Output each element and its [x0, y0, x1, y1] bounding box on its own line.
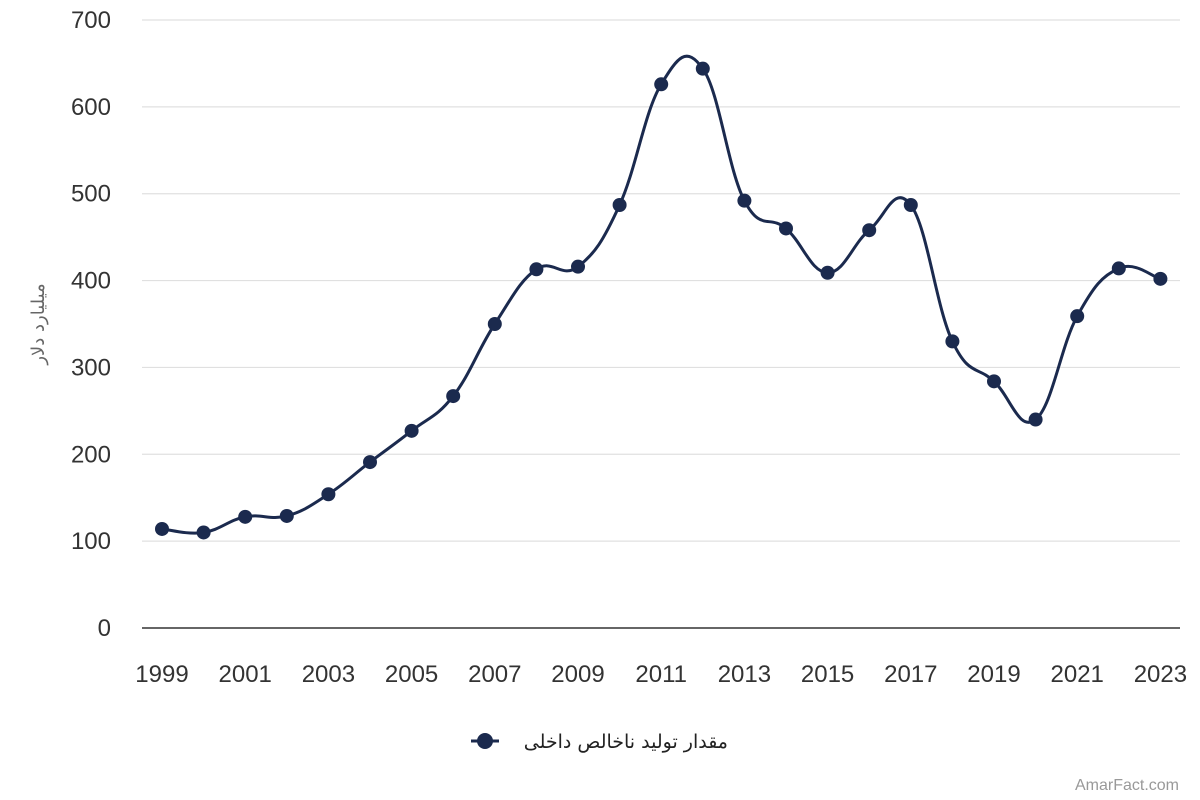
x-tick-label: 2019 [967, 661, 1020, 688]
x-tick-label: 2003 [302, 661, 355, 688]
y-tick-label: 300 [71, 354, 111, 381]
data-point[interactable] [654, 77, 669, 92]
legend-marker [477, 733, 493, 749]
x-tick-label: 2017 [884, 661, 937, 688]
data-point[interactable] [1111, 261, 1126, 276]
x-tick-label: 2001 [219, 661, 272, 688]
y-tick-label: 100 [71, 528, 111, 555]
data-point[interactable] [529, 262, 544, 277]
data-point[interactable] [238, 509, 253, 524]
data-point[interactable] [779, 221, 793, 236]
data-point[interactable] [820, 265, 835, 280]
series-line-layer [161, 54, 1161, 535]
series-points-layer [155, 61, 1168, 540]
x-tick-label: 2015 [801, 661, 854, 688]
data-point[interactable] [1070, 309, 1085, 324]
data-point[interactable] [903, 198, 918, 213]
data-point[interactable] [695, 61, 710, 76]
x-tick-label: 2021 [1051, 661, 1104, 688]
data-point[interactable] [945, 334, 960, 349]
data-point[interactable] [446, 389, 461, 404]
legend-label: مقدار تولید ناخالص داخلی [524, 731, 728, 753]
data-point[interactable] [487, 317, 502, 331]
data-point[interactable] [279, 508, 294, 523]
gridlines [142, 19, 1180, 542]
y-tick-label: 0 [98, 615, 111, 642]
x-tick-label: 2005 [385, 661, 438, 688]
y-tick-label: 600 [71, 94, 111, 121]
data-point[interactable] [612, 198, 627, 213]
series-line [161, 54, 1161, 535]
y-axis-tick-labels: 0 100 200 300 400 500 600 700 [71, 7, 111, 642]
y-tick-label: 700 [71, 7, 111, 34]
data-point[interactable] [321, 487, 336, 502]
data-point[interactable] [363, 455, 377, 470]
data-point[interactable] [404, 423, 419, 438]
data-point[interactable] [862, 223, 877, 238]
x-tick-label: 2023 [1134, 661, 1187, 688]
data-point[interactable] [1028, 412, 1043, 427]
data-point[interactable] [1153, 271, 1168, 286]
watermark-credit: AmarFact.com [1075, 777, 1179, 794]
y-tick-label: 200 [71, 441, 111, 468]
legend[interactable]: مقدار تولید ناخالص داخلی [471, 731, 728, 753]
data-point[interactable] [571, 259, 585, 274]
data-point[interactable] [737, 193, 752, 208]
y-tick-label: 500 [71, 181, 111, 208]
y-axis-title: میلیارد دلار [28, 283, 49, 365]
data-point[interactable] [987, 374, 1001, 389]
x-tick-label: 2013 [718, 661, 771, 688]
x-tick-label: 2009 [551, 661, 604, 688]
y-tick-label: 400 [71, 268, 111, 295]
x-tick-label: 1999 [135, 661, 188, 688]
x-tick-label: 2007 [468, 661, 521, 688]
x-axis-tick-labels: 1999 2001 2003 2005 2007 2009 2011 2013 2015 2017… [135, 661, 1187, 688]
x-tick-label: 2011 [635, 661, 687, 688]
data-point[interactable] [155, 521, 169, 536]
data-point[interactable] [196, 525, 211, 540]
